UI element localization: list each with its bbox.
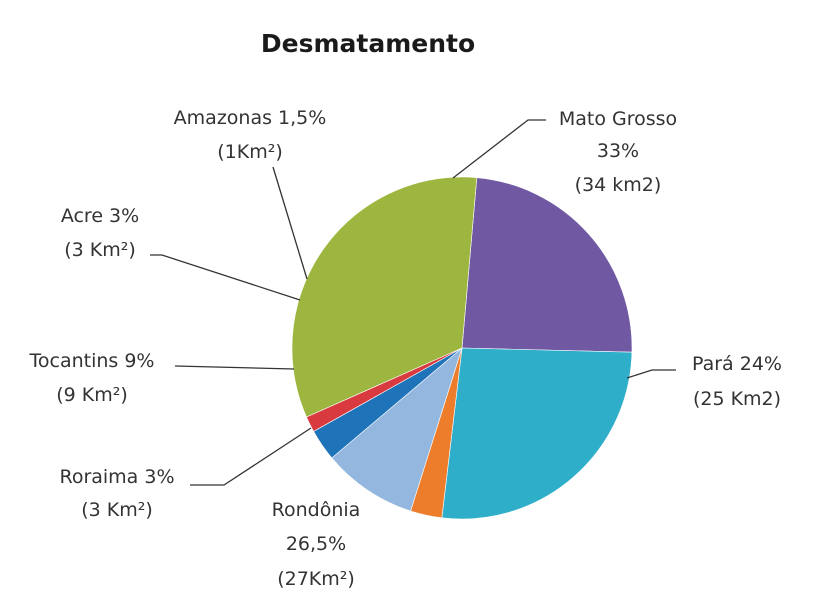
label-rondonia-percent: 26,5% (286, 533, 346, 555)
label-para-area: (25 Km2) (693, 388, 781, 410)
label-roraima-area: (3 Km²) (81, 499, 153, 521)
label-acre-area: (3 Km²) (64, 239, 136, 261)
label-amazonas-percent: Amazonas 1,5% (174, 107, 327, 129)
leader-roraima (190, 427, 312, 486)
label-para-percent: Pará 24% (692, 353, 782, 375)
leader-amazonas (272, 166, 308, 280)
label-roraima-percent: Roraima 3% (59, 466, 174, 488)
chart-title: Desmatamento (261, 29, 475, 58)
pie-slices (291, 176, 633, 520)
pie-slice-mato-grosso (291, 176, 478, 418)
slice-labels: Mato Grosso 33% (34 km2) Pará 24% (25 Km… (29, 107, 782, 590)
label-acre-percent: Acre 3% (61, 205, 139, 227)
label-mato-grosso-name: Mato Grosso (559, 108, 677, 130)
leader-acre (150, 254, 301, 301)
pie-slice-rond-nia (441, 347, 633, 520)
label-mato-grosso-area: (34 km2) (575, 174, 662, 196)
pie-slice-par- (461, 177, 633, 353)
label-amazonas-area: (1Km²) (217, 141, 283, 163)
label-tocantins-percent: Tocantins 9% (29, 350, 155, 372)
leader-para (626, 369, 676, 379)
label-rondonia-name: Rondônia (272, 499, 361, 521)
label-mato-grosso-percent: 33% (597, 140, 639, 162)
leader-tocantins (174, 365, 295, 370)
leader-lines (150, 119, 676, 486)
pie-slice-tocantins (331, 347, 463, 512)
label-tocantins-area: (9 Km²) (56, 384, 128, 406)
label-rondonia-area: (27Km²) (277, 568, 355, 590)
leader-mato-grosso (452, 119, 546, 179)
